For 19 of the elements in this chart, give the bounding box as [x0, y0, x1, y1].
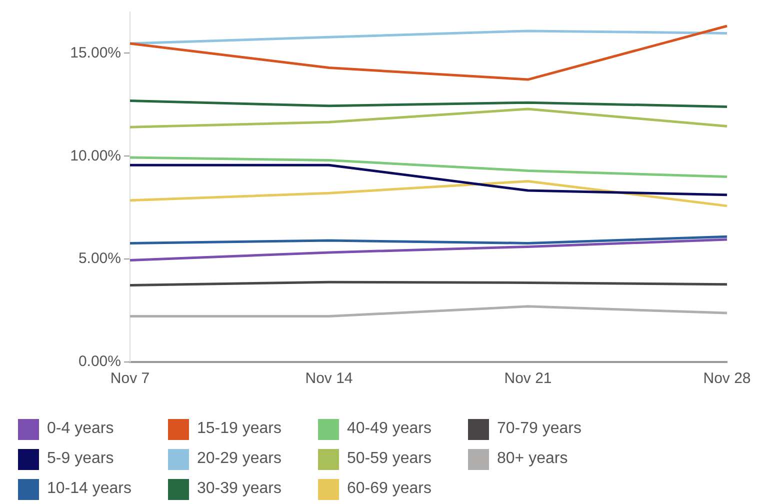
legend-label: 40-49 years	[347, 420, 432, 438]
legend-label: 70-79 years	[497, 420, 582, 438]
legend-label: 10-14 years	[47, 480, 132, 498]
y-tick-label: 5.00%	[78, 250, 121, 268]
x-tick-label: Nov 7	[110, 370, 150, 388]
y-tick-label: 0.00%	[78, 353, 121, 370]
x-tick-label: Nov 14	[305, 370, 353, 388]
legend-label: 60-69 years	[347, 480, 432, 498]
legend-label: 80+ years	[497, 450, 568, 468]
y-tick-label: 10.00%	[70, 147, 121, 164]
legend-label: 5-9 years	[47, 450, 114, 468]
legend-label: 0-4 years	[47, 420, 114, 438]
x-tick-label: Nov 21	[504, 370, 552, 388]
legend-label: 50-59 years	[347, 450, 432, 468]
legend-label: 15-19 years	[197, 420, 282, 438]
x-tick-label: Nov 28	[703, 370, 751, 388]
y-tick-label: 15.00%	[70, 44, 121, 62]
legend-label: 20-29 years	[197, 450, 282, 468]
legend-label: 30-39 years	[197, 480, 282, 498]
